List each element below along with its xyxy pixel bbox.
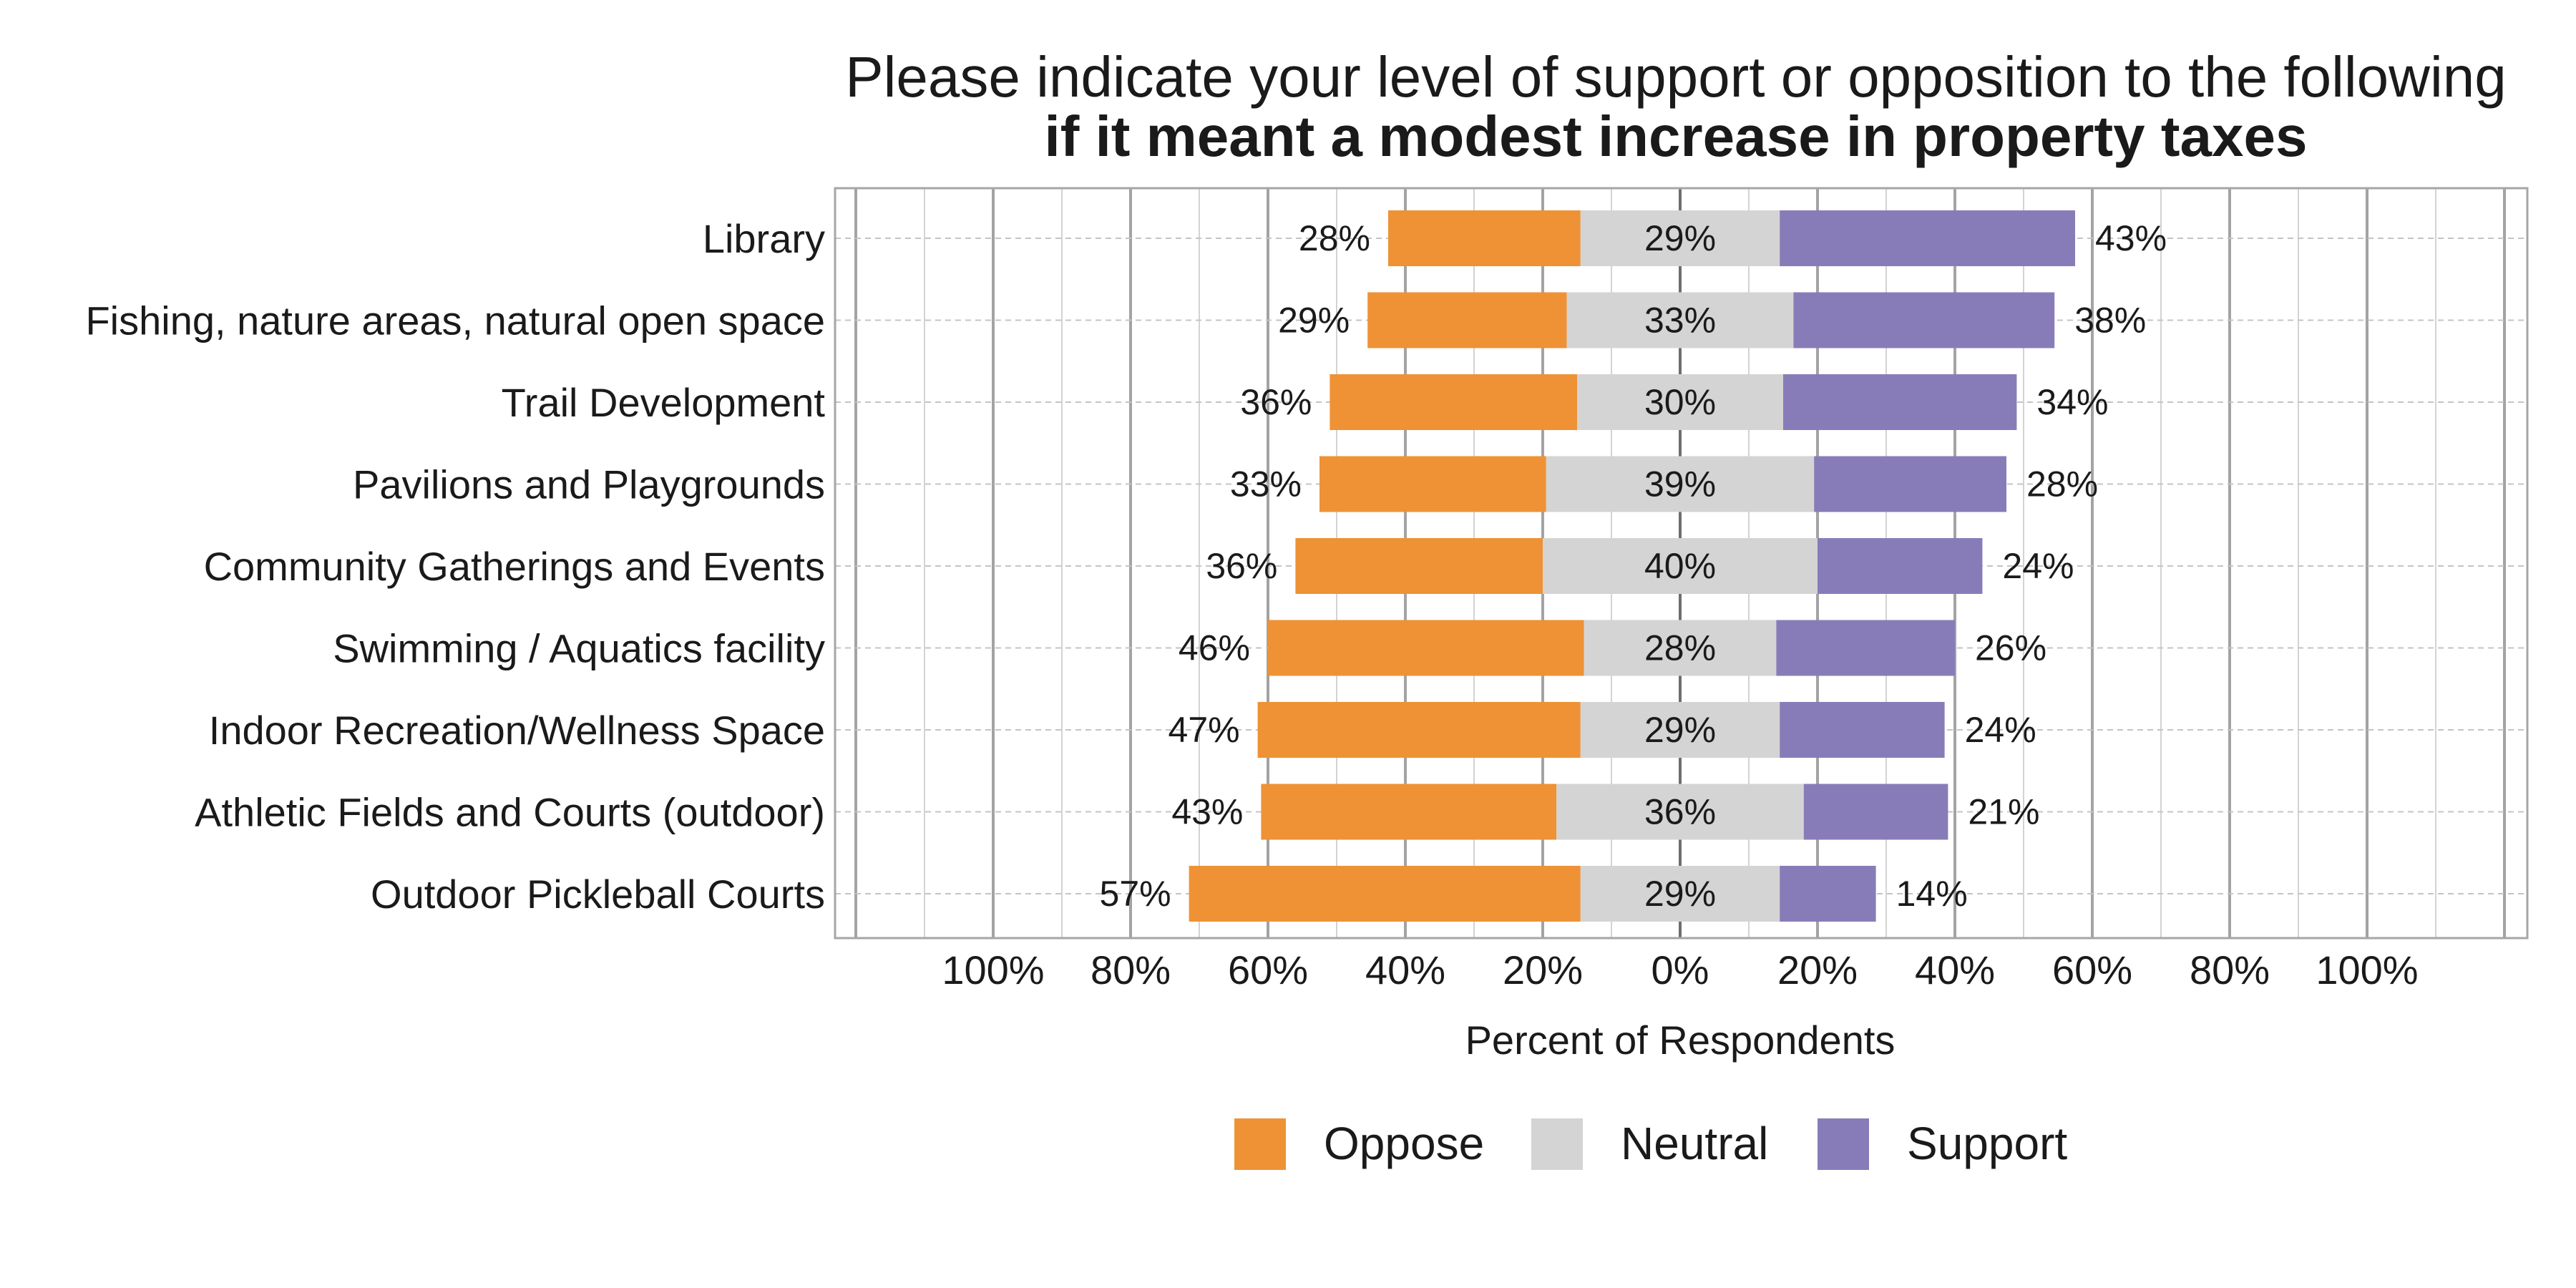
category-label: Swimming / Aquatics facility bbox=[333, 626, 825, 671]
bar-oppose bbox=[1388, 210, 1581, 266]
category-label: Indoor Recreation/Wellness Space bbox=[209, 708, 825, 753]
legend-swatch-oppose bbox=[1234, 1118, 1286, 1170]
plot-frame bbox=[834, 187, 2529, 940]
data-label-support: 21% bbox=[1968, 792, 2039, 832]
x-tick-label: 80% bbox=[2190, 947, 2270, 992]
data-label-neutral: 29% bbox=[1644, 710, 1716, 750]
category-label: Athletic Fields and Courts (outdoor) bbox=[195, 790, 825, 835]
x-tick-label: 60% bbox=[1228, 947, 1308, 992]
data-label-support: 24% bbox=[1965, 710, 2036, 750]
data-label-support: 38% bbox=[2074, 301, 2146, 341]
bar-neutral bbox=[1556, 784, 1804, 840]
bar-oppose bbox=[1189, 866, 1581, 922]
bar-support bbox=[1780, 210, 2075, 266]
x-tick-label: 100% bbox=[942, 947, 1044, 992]
bar-neutral bbox=[1577, 374, 1783, 430]
x-tick-label: 100% bbox=[2316, 947, 2418, 992]
legend-label-neutral: Neutral bbox=[1621, 1118, 1768, 1169]
bar-oppose bbox=[1295, 538, 1543, 594]
bar-neutral bbox=[1566, 292, 1794, 348]
bar-neutral bbox=[1580, 866, 1780, 922]
bar-support bbox=[1776, 620, 1955, 676]
bar-support bbox=[1793, 292, 2055, 348]
legend-label-oppose: Oppose bbox=[1324, 1118, 1484, 1169]
data-label-neutral: 29% bbox=[1644, 874, 1716, 914]
bar-neutral bbox=[1580, 210, 1780, 266]
category-label: Pavilions and Playgrounds bbox=[353, 462, 825, 507]
x-tick-label: 20% bbox=[1777, 947, 1858, 992]
data-label-oppose: 36% bbox=[1240, 382, 1312, 422]
data-label-neutral: 36% bbox=[1644, 792, 1716, 832]
bar-support bbox=[1818, 538, 1983, 594]
bar-support bbox=[1803, 784, 1948, 840]
x-axis-ticks: 100% 80% 60% 40% 20% 0% 20% 40% 60% 80% 100% bbox=[942, 947, 2418, 992]
bar-neutral bbox=[1546, 456, 1815, 512]
category-label: Trail Development bbox=[502, 380, 826, 425]
x-tick-label: 40% bbox=[1365, 947, 1445, 992]
data-label-support: 24% bbox=[2002, 546, 2074, 586]
legend-label-support: Support bbox=[1907, 1118, 2067, 1169]
bar-support bbox=[1780, 866, 1876, 922]
data-label-neutral: 30% bbox=[1644, 382, 1716, 422]
data-label-support: 28% bbox=[2026, 464, 2098, 504]
bar-neutral bbox=[1584, 620, 1777, 676]
legend: Oppose Neutral Support bbox=[1234, 1118, 2067, 1170]
category-label: Community Gatherings and Events bbox=[204, 544, 825, 589]
data-label-neutral: 39% bbox=[1644, 464, 1716, 504]
data-label-neutral: 29% bbox=[1644, 218, 1716, 258]
bar-neutral bbox=[1543, 538, 1818, 594]
category-label: Library bbox=[703, 216, 825, 261]
data-label-support: 14% bbox=[1896, 874, 1968, 914]
data-label-neutral: 40% bbox=[1644, 546, 1716, 586]
x-tick-label: 60% bbox=[2052, 947, 2132, 992]
chart-title: Please indicate your level of support or… bbox=[845, 45, 2506, 109]
bar-support bbox=[1780, 702, 1945, 758]
category-label: Fishing, nature areas, natural open spac… bbox=[85, 298, 825, 343]
data-label-support: 43% bbox=[2095, 218, 2167, 258]
x-tick-label: 0% bbox=[1652, 947, 1709, 992]
data-label-neutral: 33% bbox=[1644, 301, 1716, 341]
data-label-oppose: 47% bbox=[1169, 710, 1240, 750]
data-label-support: 34% bbox=[2036, 382, 2108, 422]
data-label-neutral: 28% bbox=[1644, 628, 1716, 668]
chart-subtitle: if it meant a modest increase in propert… bbox=[1044, 104, 2307, 168]
legend-swatch-neutral bbox=[1531, 1118, 1583, 1170]
bars: 28% 29% 43% 29% 33% 38% 36% 30% 34% 33% 39% 28% 36% 4… bbox=[1100, 210, 2167, 922]
x-tick-label: 20% bbox=[1503, 947, 1583, 992]
bar-support bbox=[1783, 374, 2017, 430]
x-tick-label: 80% bbox=[1091, 947, 1171, 992]
bar-oppose bbox=[1330, 374, 1577, 430]
data-label-oppose: 43% bbox=[1171, 792, 1243, 832]
bar-oppose bbox=[1268, 620, 1584, 676]
data-label-support: 26% bbox=[1975, 628, 2046, 668]
bar-oppose bbox=[1257, 702, 1581, 758]
data-label-oppose: 36% bbox=[1206, 546, 1277, 586]
data-label-oppose: 33% bbox=[1230, 464, 1302, 504]
data-label-oppose: 57% bbox=[1100, 874, 1171, 914]
category-label: Outdoor Pickleball Courts bbox=[371, 872, 825, 917]
data-label-oppose: 29% bbox=[1278, 301, 1350, 341]
bar-oppose bbox=[1367, 292, 1567, 348]
x-tick-label: 40% bbox=[1915, 947, 1995, 992]
bar-oppose bbox=[1261, 784, 1557, 840]
bar-support bbox=[1814, 456, 2006, 512]
x-axis-label: Percent of Respondents bbox=[1465, 1018, 1896, 1063]
data-label-oppose: 46% bbox=[1179, 628, 1250, 668]
category-labels: Library Fishing, nature areas, natural op… bbox=[85, 216, 825, 917]
legend-swatch-support bbox=[1818, 1118, 1869, 1170]
bar-neutral bbox=[1580, 702, 1780, 758]
data-label-oppose: 28% bbox=[1299, 218, 1370, 258]
bar-oppose bbox=[1319, 456, 1546, 512]
